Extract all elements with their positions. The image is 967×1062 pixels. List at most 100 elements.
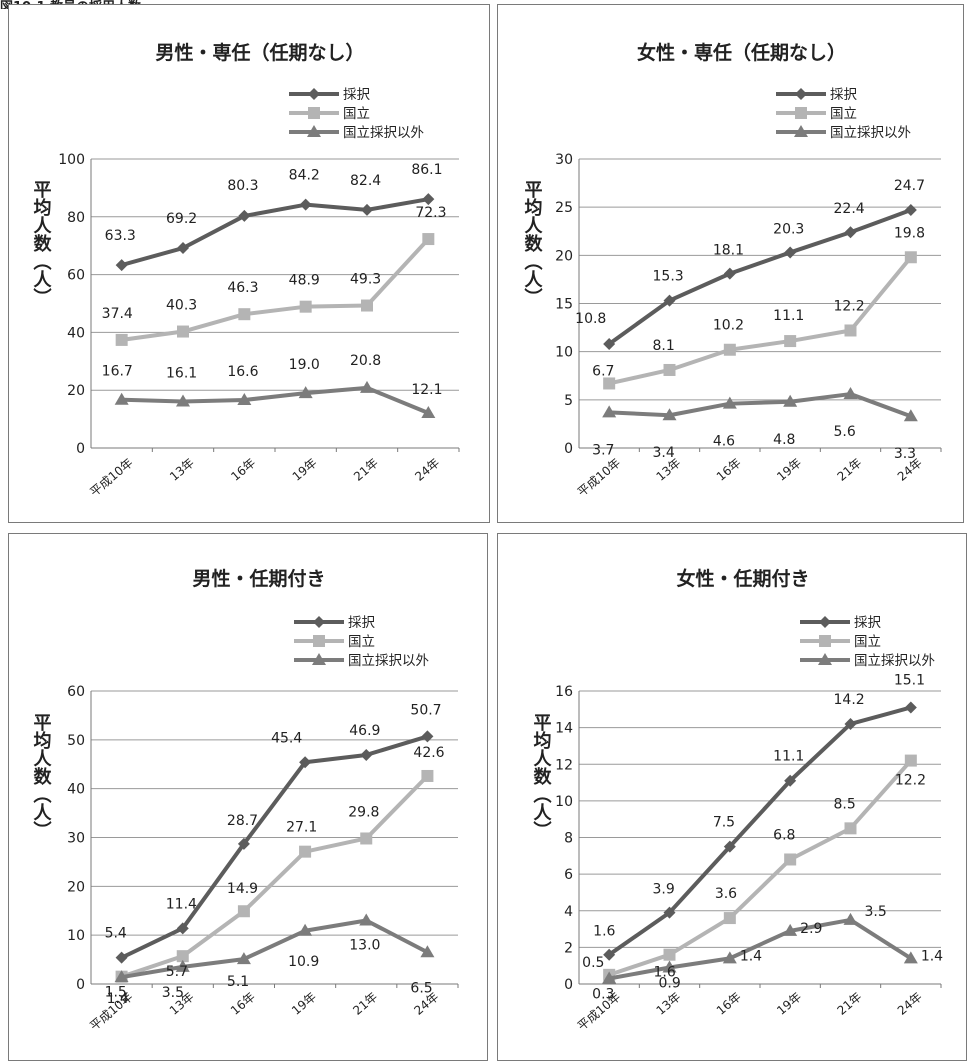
data-label: 3.6 — [715, 886, 737, 902]
data-label: 1.6 — [593, 924, 615, 940]
data-point — [299, 198, 312, 211]
y-tick-label: 20 — [67, 383, 85, 399]
data-point — [175, 959, 190, 972]
data-label: 37.4 — [102, 306, 133, 322]
data-point — [662, 408, 677, 421]
data-point — [602, 971, 617, 984]
line-chart: 男性・専任（任期なし） 0 20 40 60 80 100 平成10年 13年 16年 19年 21年… — [31, 41, 460, 500]
chart-panel: 女性・専任（任期なし） 0 5 10 15 20 25 30 平成10年 13年 16年 19年 21年… — [497, 4, 964, 523]
data-point — [663, 294, 676, 307]
data-point — [237, 393, 252, 406]
data-point — [360, 832, 373, 845]
data-point — [784, 774, 797, 787]
y-tick-label: 10 — [555, 345, 573, 361]
y-tick-label: 5 — [564, 393, 573, 409]
data-point — [115, 333, 128, 346]
data-label: 5.7 — [166, 964, 188, 980]
legend-marker — [818, 653, 832, 665]
data-point — [298, 386, 313, 399]
x-tick-label: 16年 — [714, 456, 744, 484]
legend-marker — [819, 616, 831, 628]
series-line — [608, 255, 913, 386]
data-point — [844, 822, 857, 835]
legend-label: 採択 — [348, 615, 375, 631]
data-label: 11.4 — [166, 896, 197, 912]
data-point — [784, 246, 797, 259]
series-line — [121, 918, 429, 980]
data-label: 22.4 — [834, 201, 865, 217]
y-tick-label: 20 — [555, 248, 573, 264]
x-tick-label: 21年 — [351, 456, 381, 484]
data-point — [784, 853, 797, 866]
series-line — [120, 734, 428, 960]
data-label: 0.3 — [592, 987, 614, 1003]
y-tick-label: 2 — [564, 940, 573, 956]
y-tick-label: 4 — [564, 904, 573, 920]
y-tick-label: 6 — [564, 867, 573, 883]
data-label: 15.1 — [894, 672, 925, 688]
series-line — [120, 774, 429, 979]
y-axis-label: 平均人数（人） — [531, 713, 552, 839]
data-point — [904, 754, 917, 767]
data-point — [299, 756, 312, 769]
data-label: 15.3 — [653, 269, 684, 285]
data-label: 5.4 — [105, 926, 127, 942]
data-point — [298, 923, 313, 936]
data-point — [904, 204, 917, 217]
data-point — [299, 845, 312, 858]
data-label: 5.6 — [834, 424, 856, 440]
legend-marker — [795, 88, 807, 100]
series-line — [121, 385, 430, 415]
data-point — [784, 335, 797, 348]
data-label: 1.5 — [105, 985, 127, 1001]
x-tick-label: 16年 — [228, 990, 258, 1018]
chart-panel: 男性・任期付き 0 10 20 30 40 50 60 平成10年 13年 16年 19年 21年 24年… — [8, 533, 488, 1061]
data-label: 12.1 — [411, 382, 442, 398]
series-line — [608, 759, 913, 977]
x-tick-label: 16年 — [228, 456, 258, 484]
data-label: 82.4 — [350, 173, 381, 189]
data-label: 8.1 — [653, 338, 675, 354]
y-tick-label: 0 — [564, 441, 573, 457]
legend-marker — [307, 125, 321, 137]
data-label: 80.3 — [227, 178, 258, 194]
data-label: 20.8 — [350, 353, 381, 369]
legend-marker — [795, 107, 807, 119]
y-axis-label: 平均人数（人） — [522, 180, 543, 306]
data-point — [360, 748, 373, 761]
data-point — [237, 837, 250, 850]
data-point — [421, 406, 436, 419]
y-tick-label: 10 — [555, 794, 573, 810]
y-tick-label: 50 — [67, 733, 85, 749]
x-tick-label: 21年 — [835, 456, 865, 484]
x-tick-label: 平成10年 — [575, 456, 623, 500]
legend-label: 採択 — [854, 615, 882, 631]
chart-title: 男性・任期付き — [192, 567, 325, 590]
data-point — [420, 945, 435, 958]
legend-label: 国立 — [854, 634, 881, 650]
x-tick-label: 19年 — [289, 990, 319, 1018]
data-point — [663, 948, 676, 961]
legend-label: 国立採択以外 — [830, 125, 911, 141]
data-label: 16.1 — [166, 365, 197, 381]
data-point — [844, 226, 857, 239]
data-point — [360, 380, 374, 393]
data-point — [176, 394, 190, 407]
legend-marker — [308, 107, 320, 119]
data-label: 86.1 — [411, 162, 442, 178]
x-tick-label: 平成10年 — [87, 456, 135, 500]
data-label: 72.3 — [415, 205, 446, 221]
data-label: 3.4 — [653, 445, 675, 461]
data-point — [903, 409, 918, 422]
series-line — [607, 208, 912, 346]
legend-label: 国立採択以外 — [343, 125, 424, 141]
y-tick-label: 16 — [555, 684, 573, 700]
data-point — [115, 259, 128, 272]
data-label: 18.1 — [713, 243, 744, 259]
legend-marker — [313, 635, 325, 647]
data-point — [422, 233, 435, 246]
y-tick-label: 25 — [555, 200, 573, 216]
data-label: 1.4 — [740, 948, 762, 964]
data-label: 13.0 — [349, 938, 380, 954]
